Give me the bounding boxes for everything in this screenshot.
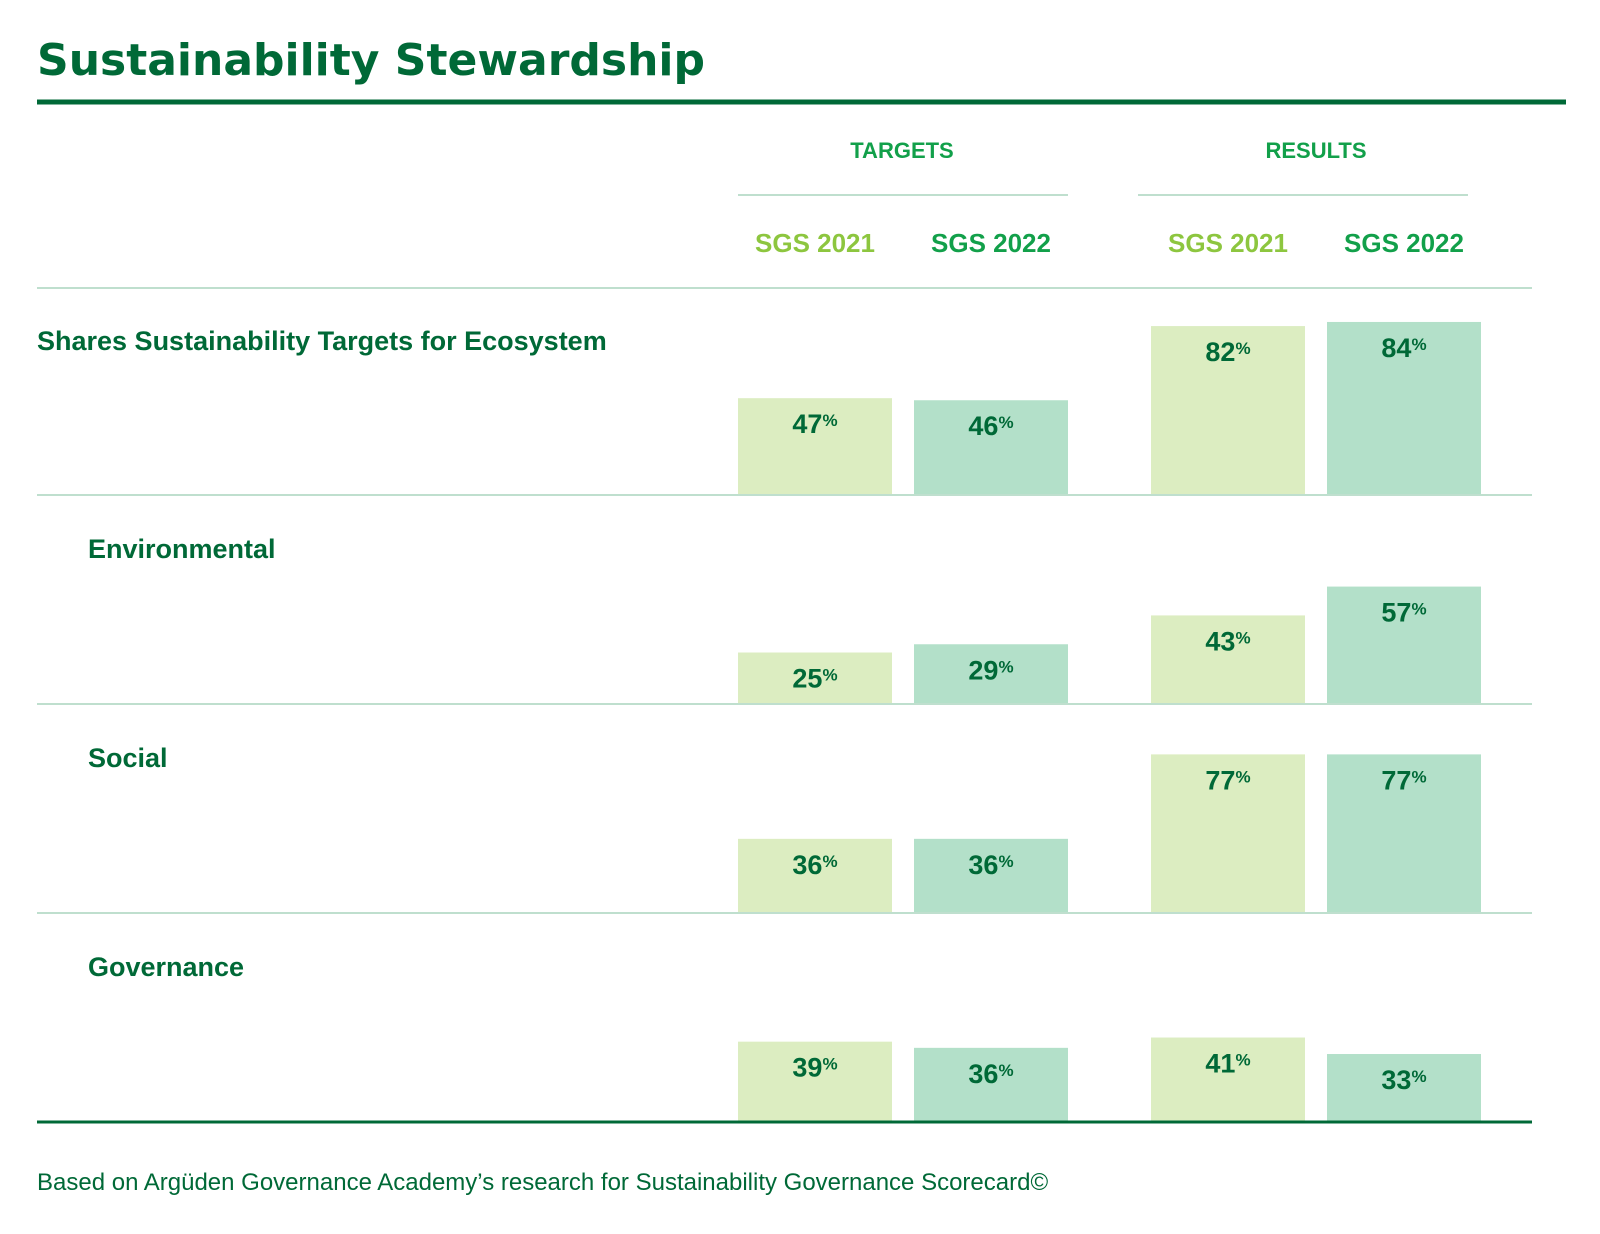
- series-header-sgs-2021: SGS 2021: [1168, 228, 1288, 258]
- row-label: Shares Sustainability Targets for Ecosys…: [37, 326, 607, 356]
- data-label: 36%: [968, 850, 1013, 880]
- data-label: 41%: [1205, 1049, 1250, 1079]
- data-label: 47%: [792, 409, 837, 439]
- data-label: 57%: [1381, 598, 1426, 628]
- chart-row: Shares Sustainability Targets for Ecosys…: [37, 321, 1532, 496]
- data-label: 82%: [1205, 337, 1250, 367]
- bar-targets-sgs-2021: [738, 838, 892, 913]
- data-label: 25%: [792, 664, 837, 694]
- row-label: Social: [88, 743, 168, 773]
- bar-targets-sgs-2022: [914, 644, 1068, 704]
- bar-results-sgs-2022: [1327, 321, 1481, 495]
- data-label: 36%: [968, 1059, 1013, 1089]
- chart-row: Governance 39% 36% 41% 33%: [37, 952, 1532, 1124]
- bar-results-sgs-2021: [1151, 326, 1305, 495]
- bar-targets-sgs-2022: [914, 400, 1068, 495]
- bar-results-sgs-2022: [1327, 754, 1481, 913]
- series-header-sgs-2022: SGS 2022: [1344, 228, 1464, 258]
- bar-results-sgs-2021: [1151, 615, 1305, 704]
- data-label: 43%: [1205, 626, 1250, 656]
- data-label: 77%: [1381, 765, 1426, 795]
- data-label: 29%: [968, 655, 1013, 685]
- bar-results-sgs-2021: [1151, 1037, 1305, 1122]
- chart-rows: Shares Sustainability Targets for Ecosys…: [37, 321, 1532, 1124]
- row-label: Governance: [88, 952, 244, 982]
- bar-targets-sgs-2021: [738, 398, 892, 495]
- bar-results-sgs-2022: [1327, 1054, 1481, 1122]
- data-label: 36%: [792, 850, 837, 880]
- row-label: Environmental: [88, 534, 276, 564]
- bar-results-sgs-2022: [1327, 586, 1481, 704]
- bar-targets-sgs-2022: [914, 1047, 1068, 1122]
- data-label: 33%: [1381, 1065, 1426, 1095]
- bar-results-sgs-2021: [1151, 754, 1305, 913]
- bar-targets-sgs-2021: [738, 652, 892, 704]
- series-header-sgs-2021: SGS 2021: [755, 228, 875, 258]
- group-header-results: RESULTS: [1265, 138, 1366, 163]
- chart-row: Environmental 25% 29% 43% 57%: [37, 534, 1532, 705]
- data-label: 46%: [968, 411, 1013, 441]
- chart-row: Social 36% 36% 77% 77%: [37, 743, 1532, 914]
- group-header-targets: TARGETS: [850, 138, 953, 163]
- series-header-sgs-2022: SGS 2022: [931, 228, 1051, 258]
- data-label: 39%: [792, 1053, 837, 1083]
- chart-title: Sustainability Stewardship: [37, 35, 705, 86]
- bar-targets-sgs-2022: [914, 838, 1068, 913]
- footnote: Based on Argüden Governance Academy’s re…: [37, 1169, 1048, 1196]
- bar-targets-sgs-2021: [738, 1041, 892, 1122]
- data-label: 84%: [1381, 333, 1426, 363]
- data-label: 77%: [1205, 765, 1250, 795]
- column-headers: TARGETS SGS 2021 SGS 2022 RESULTS SGS 2021 SG…: [37, 138, 1532, 289]
